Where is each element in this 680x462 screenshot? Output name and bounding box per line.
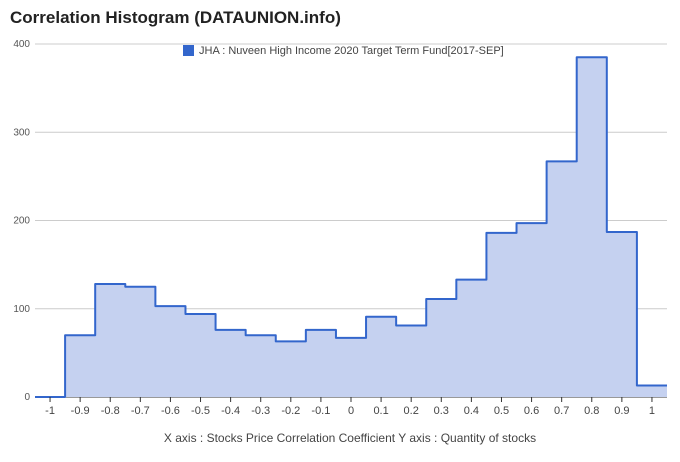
x-tick-label: 0.8 <box>584 405 599 417</box>
y-axis-ticks: 0 100 200 300 400 <box>13 39 30 403</box>
x-tick-label: -0.9 <box>71 405 90 417</box>
legend: JHA : Nuveen High Income 2020 Target Ter… <box>183 45 504 57</box>
x-tick-label: -0.7 <box>131 405 150 417</box>
x-tick-label: 0.2 <box>404 405 419 417</box>
series-area <box>35 57 667 398</box>
x-tick-label: -0.8 <box>101 405 120 417</box>
series-line <box>35 56 667 398</box>
x-tick-label: 0.3 <box>434 405 449 417</box>
axis-caption: X axis : Stocks Price Correlation Coeffi… <box>164 431 536 445</box>
x-tick-label: 1 <box>649 405 655 417</box>
x-tick-label: 0.7 <box>554 405 569 417</box>
x-tick-label: 0.9 <box>614 405 629 417</box>
x-tick-label: 0 <box>348 405 354 417</box>
x-axis: -1 -0.9 -0.8 -0.7 -0.6 -0.5 -0.4 -0.3 -0.2 -0.1 0 0… <box>45 397 655 417</box>
x-tick-label: 0.5 <box>494 405 509 417</box>
y-tick-label: 300 <box>13 127 30 138</box>
x-tick-label: -1 <box>45 405 55 417</box>
x-tick-label: 0.1 <box>373 405 388 417</box>
legend-swatch <box>183 45 194 56</box>
chart-title: Correlation Histogram (DATAUNION.info) <box>10 8 341 27</box>
x-tick-label: 0.6 <box>524 405 539 417</box>
x-tick-label: -0.3 <box>251 405 270 417</box>
y-tick-label: 0 <box>24 392 30 403</box>
y-tick-label: 200 <box>13 216 30 227</box>
x-tick-label: -0.1 <box>311 405 330 417</box>
x-tick-label: -0.6 <box>161 405 180 417</box>
y-tick-label: 400 <box>13 39 30 50</box>
x-tick-label: -0.5 <box>191 405 210 417</box>
series-layer <box>35 56 667 398</box>
x-tick-label: -0.2 <box>281 405 300 417</box>
y-tick-label: 100 <box>13 304 30 315</box>
legend-label: JHA : Nuveen High Income 2020 Target Ter… <box>199 45 504 57</box>
x-tick-label: 0.4 <box>464 405 479 417</box>
x-tick-label: -0.4 <box>221 405 240 417</box>
